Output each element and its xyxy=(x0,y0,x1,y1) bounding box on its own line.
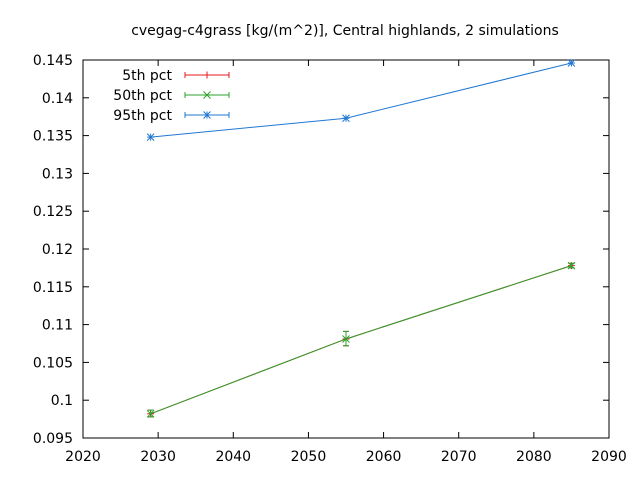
data-point xyxy=(342,114,350,123)
y-tick-label: 0.105 xyxy=(33,355,73,371)
series-line-0 xyxy=(150,265,572,415)
axes: 2020 2030 2040 2050 2060 2070 2080 2090 0.145 0.1… xyxy=(33,53,627,465)
legend-marker xyxy=(203,111,211,119)
y-tick-label: 0.11 xyxy=(42,318,73,334)
legend-label: 95th pct xyxy=(113,108,172,124)
y-tick-label: 0.1 xyxy=(51,393,73,409)
y-tick-label: 0.14 xyxy=(42,91,73,107)
data-point xyxy=(567,261,576,270)
y-tick-label: 0.145 xyxy=(33,53,73,69)
y-tick-label: 0.135 xyxy=(33,129,73,145)
x-tick-label: 2080 xyxy=(516,449,552,465)
x-tick-label: 2090 xyxy=(591,449,627,465)
series-line-1 xyxy=(150,265,572,415)
x-tick-label: 2060 xyxy=(366,449,402,465)
data-point xyxy=(146,409,155,418)
x-tick-label: 2030 xyxy=(140,449,176,465)
series-line-2 xyxy=(150,62,572,138)
data-point xyxy=(146,133,155,141)
legend-marker xyxy=(203,91,211,99)
x-tick-label: 2040 xyxy=(215,449,251,465)
x-tick-label: 2070 xyxy=(441,449,477,465)
legend-label: 5th pct xyxy=(122,68,172,84)
data-point xyxy=(342,335,350,343)
y-tick-label: 0.125 xyxy=(33,204,73,220)
y-tick-label: 0.13 xyxy=(42,166,73,182)
chart-title: cvegag-c4grass [kg/(m^2)], Central highl… xyxy=(131,23,559,39)
y-tick-label: 0.095 xyxy=(33,431,73,447)
x-tick-label: 2050 xyxy=(291,449,327,465)
x-tick-label: 2020 xyxy=(65,449,101,465)
y-tick-label: 0.115 xyxy=(33,280,73,296)
plot-area xyxy=(146,59,576,418)
y-tick-label: 0.12 xyxy=(42,242,73,258)
data-point xyxy=(567,59,576,67)
legend-label: 50th pct xyxy=(113,88,172,104)
legend-marker xyxy=(203,71,211,79)
legend: 5th pct 50th pct 95th pct xyxy=(113,68,230,124)
